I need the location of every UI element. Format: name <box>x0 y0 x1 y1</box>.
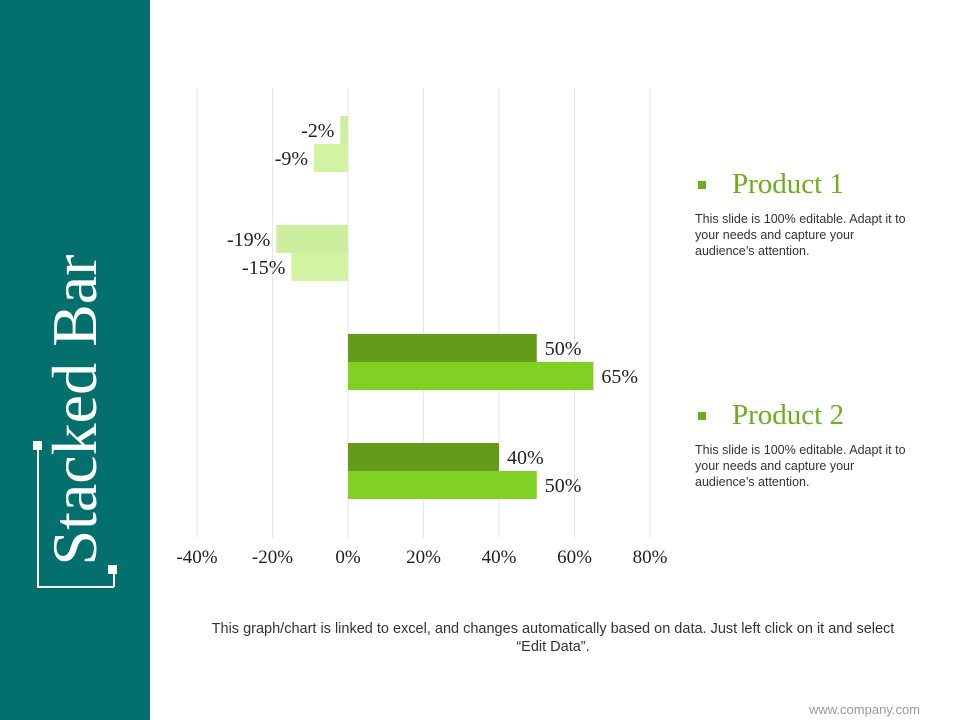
bar <box>314 144 348 172</box>
legend-title: Product 1 <box>732 168 844 200</box>
x-tick-label: 80% <box>633 547 668 568</box>
legend-bullet-icon <box>698 180 706 189</box>
decorative-frame-bottom <box>37 586 114 588</box>
bar <box>348 471 537 499</box>
data-label: -9% <box>275 148 308 170</box>
legend-bullet-icon <box>698 411 706 420</box>
decorative-frame-right <box>113 570 115 587</box>
stacked-bar-chart: -40% -20% 0% 20% 40% 60% 80% -2% -9% -19% -15% 50% 6… <box>176 88 668 568</box>
data-label: -2% <box>301 120 334 142</box>
bar <box>348 443 499 471</box>
slide-title: Stacked Bar <box>39 254 110 566</box>
decorative-square-bottom <box>108 565 117 574</box>
data-label: 40% <box>507 447 544 469</box>
x-tick-label: 60% <box>557 547 592 568</box>
bar <box>291 253 348 281</box>
bar <box>340 116 348 144</box>
x-tick-label: 40% <box>482 547 517 568</box>
decorative-frame-top <box>37 447 39 587</box>
x-tick-label: -20% <box>252 547 293 568</box>
bar <box>348 334 537 362</box>
bar <box>348 362 594 390</box>
x-tick-label: -40% <box>176 547 217 568</box>
legend-description: This slide is 100% editable. Adapt it to… <box>695 443 906 489</box>
data-label: 50% <box>545 475 582 497</box>
legend-description: This slide is 100% editable. Adapt it to… <box>695 212 906 258</box>
decorative-square-top <box>33 441 42 450</box>
data-label: 65% <box>601 366 638 388</box>
x-tick-label: 0% <box>335 547 361 568</box>
x-tick-label: 20% <box>406 547 441 568</box>
legend-product-2: Product 2 This slide is 100% editable. A… <box>695 401 925 490</box>
bar <box>276 225 348 253</box>
website-url: www.company.com <box>808 702 920 717</box>
legend-product-1: Product 1 This slide is 100% editable. A… <box>695 170 925 259</box>
sidebar: Stacked Bar <box>0 0 150 720</box>
data-label: 50% <box>545 338 582 360</box>
data-label: -19% <box>227 229 270 251</box>
footnote: This graph/chart is linked to excel, and… <box>211 621 895 655</box>
legend-title: Product 2 <box>732 399 844 431</box>
data-label: -15% <box>242 257 285 279</box>
